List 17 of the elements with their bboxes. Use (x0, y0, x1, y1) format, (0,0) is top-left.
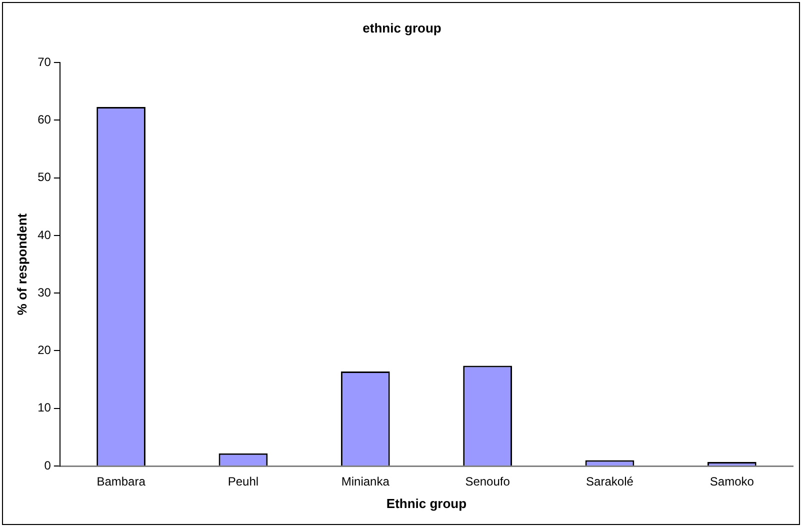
y-tick-label: 60 (38, 112, 52, 127)
x-tick-label: Senoufo (465, 474, 510, 489)
x-tick-label: Bambara (96, 474, 146, 489)
x-tick-label: Peuhl (228, 474, 259, 489)
y-tick-label: 0 (44, 458, 52, 472)
y-tick-label: 50 (38, 170, 52, 184)
chart-title: ethnic group (362, 20, 442, 36)
x-tick-label: Minianka (341, 474, 390, 489)
y-tick-label: 20 (38, 343, 52, 358)
y-axis-title: % of respondent (14, 212, 30, 316)
y-tick-label: 70 (38, 54, 52, 69)
x-axis-title: Ethnic group (386, 496, 467, 511)
x-tick-label: Sarakolé (586, 474, 634, 489)
x-tick-label: Samoko (710, 474, 754, 489)
y-tick-label: 10 (38, 400, 52, 415)
y-tick-label: 40 (38, 228, 52, 242)
y-tick-label: 30 (38, 285, 52, 300)
